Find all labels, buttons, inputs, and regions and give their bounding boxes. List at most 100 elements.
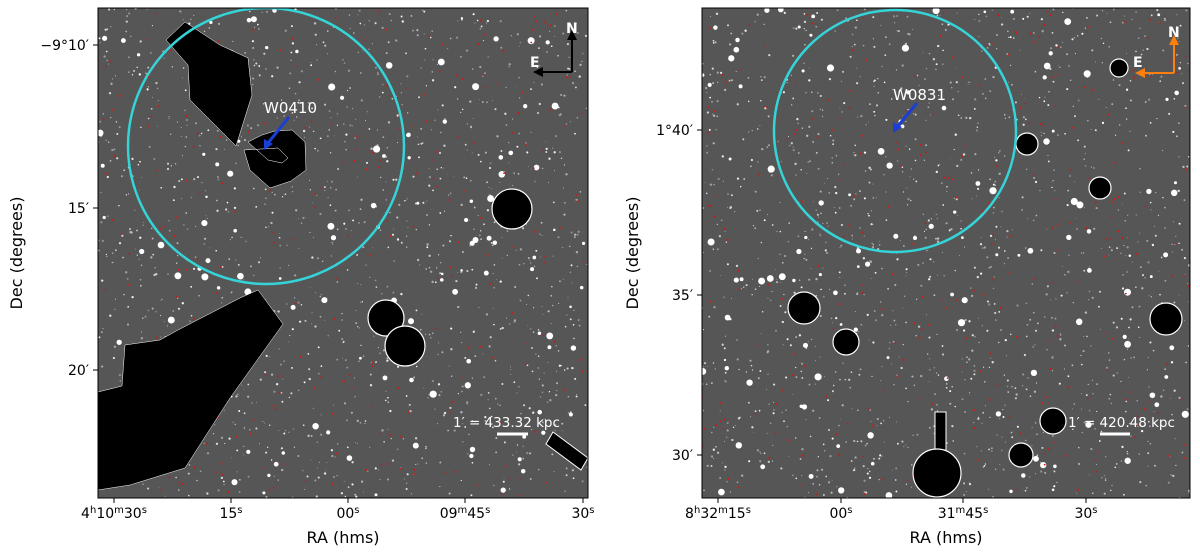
red-mark — [281, 463, 283, 465]
red-mark — [1034, 41, 1036, 44]
star — [1000, 23, 1004, 26]
red-mark — [385, 28, 388, 31]
star — [406, 473, 409, 476]
red-mark — [542, 149, 545, 152]
red-mark — [405, 87, 407, 90]
star — [166, 325, 169, 327]
star — [288, 396, 291, 399]
red-mark — [455, 74, 457, 77]
star — [788, 222, 790, 224]
star — [754, 227, 757, 230]
star — [936, 403, 938, 406]
star — [936, 333, 938, 335]
star — [825, 241, 827, 244]
star — [208, 27, 210, 29]
star — [290, 59, 292, 62]
star — [321, 260, 324, 263]
star — [1115, 462, 1118, 465]
star — [1088, 474, 1090, 476]
star — [989, 234, 993, 238]
star — [937, 274, 939, 276]
star — [860, 440, 863, 443]
star — [562, 278, 564, 280]
star — [712, 457, 715, 459]
star — [870, 210, 873, 212]
star — [1149, 275, 1153, 279]
star — [1044, 96, 1046, 98]
red-mark — [1052, 441, 1055, 444]
star — [1002, 468, 1005, 471]
star — [531, 370, 534, 373]
star — [125, 30, 128, 33]
star — [255, 427, 258, 430]
star — [736, 103, 739, 106]
star — [313, 22, 317, 25]
star — [1150, 14, 1153, 17]
star — [545, 140, 547, 142]
red-mark — [721, 74, 724, 76]
star — [886, 162, 893, 169]
red-mark — [995, 165, 998, 167]
star — [711, 100, 713, 103]
star — [536, 111, 540, 115]
star — [300, 222, 303, 224]
star — [759, 460, 762, 463]
star — [270, 221, 273, 225]
star — [1130, 99, 1132, 101]
star — [397, 365, 400, 368]
star — [799, 279, 801, 281]
star — [1052, 435, 1054, 437]
star — [1045, 293, 1048, 296]
star — [503, 441, 506, 444]
right-y-axis-label: Dec (degrees) — [623, 197, 642, 310]
star — [1059, 338, 1062, 341]
star — [756, 449, 760, 452]
star — [259, 378, 262, 381]
star — [496, 135, 499, 138]
star — [949, 81, 952, 84]
star — [558, 114, 561, 117]
star — [1124, 15, 1126, 17]
red-mark — [434, 327, 437, 330]
star — [138, 189, 140, 191]
star — [1085, 421, 1092, 428]
star — [440, 391, 443, 393]
star — [1142, 49, 1144, 51]
star — [1015, 393, 1018, 396]
star — [925, 119, 927, 122]
star — [569, 245, 571, 248]
star — [338, 329, 341, 332]
star — [915, 180, 918, 183]
star — [425, 448, 426, 450]
star — [331, 242, 333, 244]
star — [110, 25, 112, 28]
star — [833, 290, 838, 296]
star — [290, 25, 293, 28]
star — [131, 74, 134, 76]
star — [763, 23, 765, 25]
star — [390, 437, 392, 440]
star — [127, 56, 130, 59]
star — [735, 71, 737, 73]
star — [1022, 116, 1025, 119]
star — [127, 306, 130, 308]
star — [792, 278, 796, 283]
star — [1100, 37, 1103, 40]
star — [525, 142, 527, 144]
star — [1159, 80, 1162, 83]
star — [771, 224, 774, 226]
star — [422, 142, 424, 144]
star — [438, 394, 441, 396]
star — [1025, 335, 1028, 338]
star — [236, 393, 239, 396]
red-mark — [839, 303, 842, 305]
star — [741, 474, 744, 477]
star — [1039, 470, 1043, 473]
star — [291, 185, 294, 188]
star — [724, 380, 725, 382]
star — [926, 353, 929, 355]
star — [777, 8, 784, 13]
star — [485, 313, 488, 316]
star — [520, 468, 526, 474]
star — [129, 35, 132, 38]
